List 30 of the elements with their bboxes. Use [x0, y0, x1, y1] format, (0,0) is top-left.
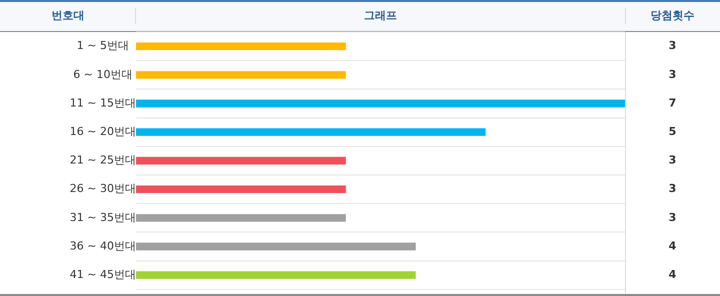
bar [136, 214, 346, 222]
bar [136, 100, 625, 108]
bar [136, 156, 346, 165]
y-axis-title: 번호대 [52, 8, 84, 22]
data-label: 4 [668, 239, 677, 252]
y-tick-label: 31 ~ 35번대 [70, 210, 136, 224]
bar [136, 71, 346, 79]
bar [136, 42, 346, 50]
y-tick-label: 1 ~ 5번대 [76, 39, 130, 52]
y-tick-label: 11 ~ 15번대 [70, 96, 136, 110]
bar [136, 271, 416, 279]
data-label: 3 [668, 39, 676, 52]
y-tick-label: 26 ~ 30번대 [70, 182, 136, 196]
y-tick-label: 6 ~ 10번대 [73, 68, 133, 81]
y-tick-label: 36 ~ 40번대 [70, 239, 136, 252]
bar [136, 185, 346, 194]
data-label: 5 [668, 124, 676, 138]
bar [136, 128, 486, 136]
data-label: 3 [668, 154, 676, 167]
data-label: 3 [668, 182, 676, 196]
y-tick-label: 41 ~ 45번대 [70, 268, 136, 281]
chart-title: 그래프 [364, 8, 397, 22]
data-label: 3 [668, 210, 676, 224]
data-label: 7 [668, 96, 676, 110]
text: 당첨횟수 [650, 8, 694, 22]
data-label: 4 [668, 268, 677, 281]
data-label: 3 [668, 68, 676, 81]
y-tick-label: 21 ~ 25번대 [70, 154, 136, 167]
y-tick-label: 16 ~ 20번대 [70, 124, 136, 138]
bar [136, 242, 416, 250]
